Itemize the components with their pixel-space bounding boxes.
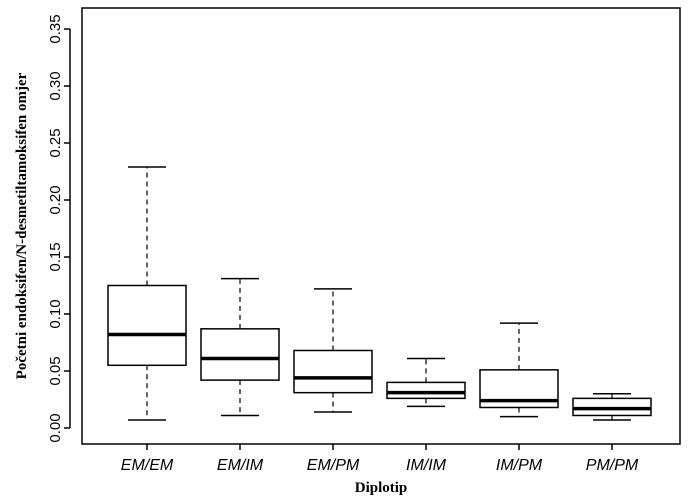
x-tick-label: EM/EM [121,457,174,474]
y-tick-label: 0.00 [47,413,64,442]
x-tick-label: IM/IM [406,457,447,474]
x-tick-label: EM/PM [307,457,360,474]
iqr-box [386,381,466,400]
iqr-box [200,328,280,381]
x-tick-label: EM/IM [217,457,264,474]
box-im-im [386,357,466,408]
y-tick-label: 0.30 [47,71,64,100]
y-tick-label: 0.05 [47,356,64,385]
box-group [107,166,652,421]
x-tick-label: PM/PM [586,457,639,474]
iqr-box [107,284,187,367]
box-em-em [107,166,187,421]
y-tick-label: 0.35 [47,14,64,43]
box-em-pm [293,288,373,413]
box-em-im [200,277,280,417]
box-im-pm [479,322,559,418]
x-tick-label: IM/PM [496,457,543,474]
y-axis: 0.00 0.05 0.10 0.15 0.20 0.25 0.30 0.35 [47,14,71,443]
y-tick-label: 0.20 [47,185,64,214]
y-tick-label: 0.25 [47,128,64,157]
iqr-box [293,349,373,394]
x-axis: EM/EM EM/IM EM/PM IM/IM IM/PM PM/PM [121,444,639,474]
plot-frame [81,7,681,445]
box-pm-pm [572,393,652,421]
y-tick-label: 0.15 [47,242,64,271]
x-axis-title: Diplotip [355,480,408,496]
y-axis-title: Početni endoksifen/N-desmetiltamoksifen … [14,72,30,379]
y-tick-label: 0.10 [47,299,64,328]
